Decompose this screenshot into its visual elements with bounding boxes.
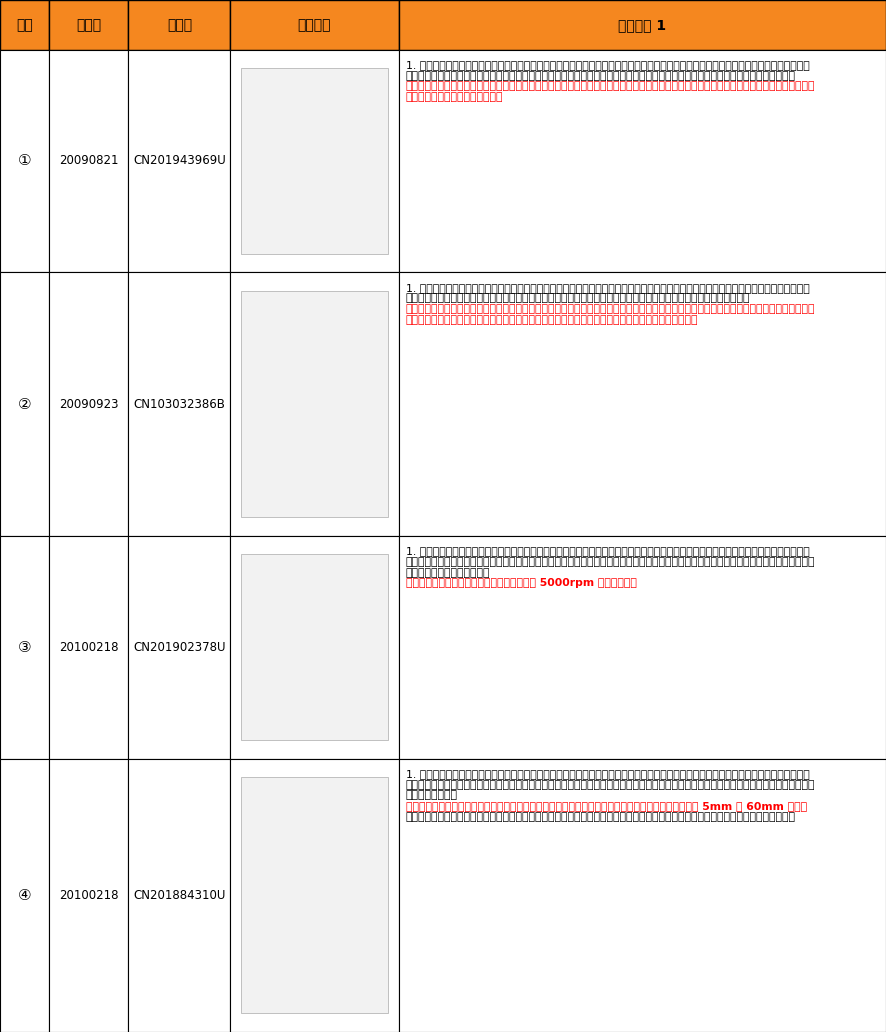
Text: 所述扩散部分下游并与之成角度。: 所述扩散部分下游并与之成角度。	[406, 92, 503, 102]
Text: 1. 一种用于形成气流的无叶片风扇组件，该风扇组件包括用于形成气流的装置和喷嘴，该喷嘴包括用于接收气流的内部通道和用于发射气流: 1. 一种用于形成气流的无叶片风扇组件，该风扇组件包括用于形成气流的装置和喷嘴，…	[406, 283, 810, 293]
Bar	[230, 50, 399, 272]
Text: 公告号: 公告号	[167, 18, 192, 32]
Bar	[49, 536, 128, 759]
Text: 权利要求 1: 权利要求 1	[618, 18, 666, 32]
Text: 的嘴部，所述喷嘴绕一轴线延伸，以限定一开口，来自风扇组件外部的空气被从所述嘴部发射的气流拽吸通过所述开口，: 的嘴部，所述喷嘴绕一轴线延伸，以限定一开口，来自风扇组件外部的空气被从所述嘴部发…	[406, 293, 750, 303]
Text: 20090821: 20090821	[58, 155, 119, 167]
Text: 和安装在所述基部上的喷嘴，所述喷嘴包括用来从叶轮机罩的空气出口接收气流的内部通道和嘴部，其中气流通过嘴部从风扇组件射出。: 和安装在所述基部上的喷嘴，所述喷嘴包括用来从叶轮机罩的空气出口接收气流的内部通道…	[406, 812, 796, 823]
Text: ③: ③	[18, 640, 31, 654]
Bar	[128, 759, 230, 1032]
Bar	[128, 0, 230, 50]
Bar	[49, 50, 128, 272]
Text: 20100218: 20100218	[58, 889, 119, 902]
Bar	[241, 291, 388, 517]
Text: ①: ①	[18, 154, 31, 168]
Bar	[399, 536, 886, 759]
Bar	[128, 272, 230, 536]
Text: 其中马达具有转子，该转子在使用中能以至少 5000rpm 的速度旋转。: 其中马达具有转子，该转子在使用中能以至少 5000rpm 的速度旋转。	[406, 578, 637, 588]
Text: 罩的气流的马达；: 罩的气流的马达；	[406, 791, 458, 801]
Text: 1. 一种用于产生气流的风扇组件，其特征在于，所述风扇组件包括：基本柱状的基部，所述基部包括外壳体，外壳体具有侧壁，侧壁包括至: 1. 一种用于产生气流的风扇组件，其特征在于，所述风扇组件包括：基本柱状的基部，…	[406, 769, 810, 779]
Text: ④: ④	[18, 888, 31, 903]
Bar	[128, 536, 230, 759]
Text: 1. 一种用于形成气流的风扇组件，其特征在于，该风扇组件包括空气入口、空气出口、叶轮和用于让叶轮旋转以形成从空气入口到空气出口: 1. 一种用于形成气流的风扇组件，其特征在于，该风扇组件包括空气入口、空气出口、…	[406, 546, 810, 556]
Bar	[0, 0, 49, 50]
Bar	[230, 759, 399, 1032]
Bar	[230, 0, 399, 50]
Text: 序号: 序号	[16, 18, 33, 32]
Bar	[241, 554, 388, 740]
Text: 发出的气流抽吸通过该开口，: 发出的气流抽吸通过该开口，	[406, 568, 490, 578]
Text: CN201884310U: CN201884310U	[133, 889, 226, 902]
Bar	[49, 759, 128, 1032]
Text: ②: ②	[18, 396, 31, 412]
Text: 所述喷嘴包括一表面，所述嘴部被设置在该表面上以引导气流，该表面包括扩散部分和引导部分，该扩散部分呈锥形地远离所述轴线，该引导部: 所述喷嘴包括一表面，所述嘴部被设置在该表面上以引导气流，该表面包括扩散部分和引导…	[406, 304, 815, 315]
Bar	[241, 777, 388, 1013]
Text: 20100218: 20100218	[58, 641, 119, 653]
Bar	[230, 272, 399, 536]
Bar	[49, 0, 128, 50]
Bar	[399, 272, 886, 536]
Bar	[399, 50, 886, 272]
Text: 分在所述扩散部分下游并与之成角度，其中所述喷嘴的表面包括位于引导部分下游的向外张开的表面。: 分在所述扩散部分下游并与之成角度，其中所述喷嘴的表面包括位于引导部分下游的向外张…	[406, 315, 698, 325]
Bar	[0, 536, 49, 759]
Text: 1. 一种用于形成气流的无叶片风扇组件，其特征在于，该风扇组件包括用于形成气流的装置和喷嘴，该喷嘴包括用于接收气流的内部通道的: 1. 一种用于形成气流的无叶片风扇组件，其特征在于，该风扇组件包括用于形成气流的…	[406, 60, 810, 70]
Text: 喷嘴包括一表面，所述嘴部被设置在该表面上以引导气流，该表面包括扩散部分和引导部分，该扩散部分呈锥形地远离所述轴线，该引导部分在: 喷嘴包括一表面，所述嘴部被设置在该表面上以引导气流，该表面包括扩散部分和引导部分…	[406, 82, 815, 92]
Bar	[0, 759, 49, 1032]
Bar	[49, 272, 128, 536]
Bar	[241, 68, 388, 254]
Text: 流动的气流的马达，空气出口包括用于接收气流的内部通道和用于发出气流的嘴部，该空气出口限定了开口，来自风扇组件外界的空气被从嘴部: 流动的气流的马达，空气出口包括用于接收气流的内部通道和用于发出气流的嘴部，该空气…	[406, 557, 815, 567]
Bar	[399, 759, 886, 1032]
Bar	[0, 50, 49, 272]
Text: 和位于叶轮机罩入口下方并沿所述轴线与叶轮机罩的空气入口隔开一定距离的消音构件，所述距离介于 5mm 到 60mm 之间；: 和位于叶轮机罩入口下方并沿所述轴线与叶轮机罩的空气入口隔开一定距离的消音构件，所…	[406, 801, 807, 811]
Text: 摘要附图: 摘要附图	[298, 18, 331, 32]
Bar	[128, 50, 230, 272]
Text: 少一个空气入口，所述外壳体容纳叶轮机罩，叶轮机罩包括空气入口和空气出口；位于叶轮机罩内的叶轮；围绕轴线驱动叶轮以产生穿过叶轮机: 少一个空气入口，所述外壳体容纳叶轮机罩，叶轮机罩包括空气入口和空气出口；位于叶轮…	[406, 779, 815, 789]
Text: CN201902378U: CN201902378U	[133, 641, 226, 653]
Text: 申请日: 申请日	[76, 18, 101, 32]
Text: 20090923: 20090923	[58, 397, 119, 411]
Text: CN103032386B: CN103032386B	[134, 397, 225, 411]
Bar	[0, 272, 49, 536]
Bar	[230, 536, 399, 759]
Text: CN201943969U: CN201943969U	[133, 155, 226, 167]
Text: 和用于发射气流的嘴部，所述喷嘴绕一轴线延伸，以限定一开口，来自风扇组件外部的空气被从所述嘴部发射的气流拽吸通过所述开口，: 和用于发射气流的嘴部，所述喷嘴绕一轴线延伸，以限定一开口，来自风扇组件外部的空气…	[406, 70, 796, 80]
Bar	[399, 0, 886, 50]
